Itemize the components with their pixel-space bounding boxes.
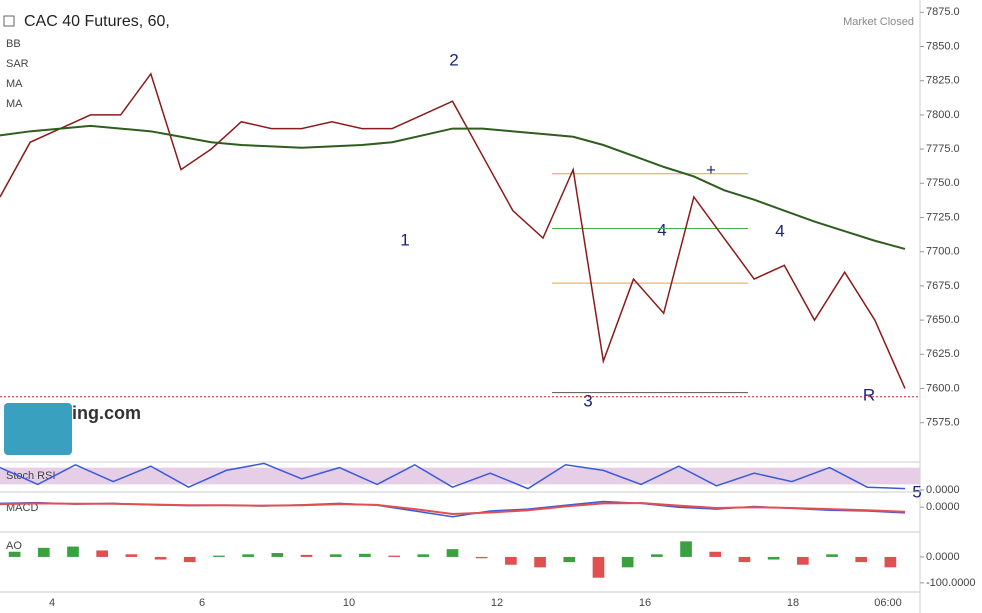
x-tick-label: 18 bbox=[787, 597, 799, 609]
logo bbox=[4, 403, 72, 455]
wave-label: 2 bbox=[449, 50, 458, 69]
indicator-label: SAR bbox=[6, 58, 29, 70]
x-tick-label: 10 bbox=[343, 597, 355, 609]
histogram-bar bbox=[767, 556, 780, 560]
x-tick-label: 6 bbox=[199, 597, 205, 609]
gap bbox=[0, 435, 920, 462]
y-tick-label: 7825.0 bbox=[926, 75, 960, 87]
y-tick-label: 0.0000 bbox=[926, 484, 960, 496]
wave-label: 4 bbox=[775, 221, 784, 240]
indicator-label: MA bbox=[6, 98, 23, 110]
panel-title: MACD bbox=[6, 502, 38, 514]
histogram-bar bbox=[505, 556, 517, 565]
y-tick-label: 7750.0 bbox=[926, 177, 960, 189]
histogram-bar bbox=[154, 556, 167, 560]
histogram-bar bbox=[446, 549, 459, 557]
histogram-bar bbox=[651, 554, 663, 557]
indicator-label: MA bbox=[6, 78, 23, 90]
histogram-bar bbox=[475, 556, 488, 559]
x-tick-label: 4 bbox=[49, 597, 55, 609]
histogram-bar bbox=[592, 556, 605, 578]
y-tick-label: 7800.0 bbox=[926, 109, 960, 121]
histogram-bar bbox=[213, 555, 225, 557]
series-line bbox=[0, 502, 906, 516]
wave-label: 3 bbox=[583, 391, 592, 410]
histogram-bar bbox=[8, 551, 21, 557]
wave-label: R bbox=[863, 385, 875, 404]
series-line bbox=[0, 124, 906, 250]
symbol-title: CAC 40 Futures, 60, bbox=[24, 13, 170, 30]
histogram-bar bbox=[300, 554, 313, 557]
y-tick-label: 7775.0 bbox=[926, 143, 960, 155]
wave-label: 4 bbox=[657, 220, 666, 239]
histogram-bar bbox=[271, 553, 284, 557]
indicator-label: BB bbox=[6, 38, 21, 50]
y-tick-label: 7850.0 bbox=[926, 40, 960, 52]
market-status: Market Closed bbox=[843, 16, 914, 28]
y-tick-label: -100.0000 bbox=[926, 577, 976, 589]
histogram-bar bbox=[534, 556, 546, 568]
menu-icon[interactable] bbox=[3, 15, 15, 27]
wave-label: + bbox=[706, 160, 716, 179]
y-tick-label: 7650.0 bbox=[926, 314, 960, 326]
histogram-bar bbox=[738, 556, 751, 563]
histogram-bar bbox=[388, 555, 400, 557]
panel-title: Stoch RSI bbox=[6, 470, 56, 482]
stoch-band bbox=[0, 467, 920, 485]
y-tick-label: 7725.0 bbox=[926, 211, 960, 223]
panel-title: AO bbox=[6, 540, 22, 552]
histogram-bar bbox=[563, 556, 576, 563]
x-tick-label: 16 bbox=[639, 597, 651, 609]
series-line bbox=[0, 462, 906, 490]
y-tick-label: 7875.0 bbox=[926, 6, 960, 18]
histogram-bar bbox=[417, 554, 430, 557]
y-tick-label: 7700.0 bbox=[926, 246, 960, 258]
histogram-bar bbox=[621, 556, 634, 568]
histogram-bar bbox=[855, 556, 868, 563]
histogram-bar bbox=[96, 550, 109, 557]
x-tick-label: 06:00 bbox=[874, 597, 902, 609]
y-tick-label: 7675.0 bbox=[926, 280, 960, 292]
histogram-bar bbox=[709, 551, 722, 557]
histogram-bar bbox=[884, 556, 897, 568]
histogram-bar bbox=[329, 554, 342, 557]
watermark: ing.com bbox=[72, 403, 141, 423]
histogram-bar bbox=[183, 556, 196, 563]
histogram-bar bbox=[37, 547, 50, 557]
series-line bbox=[0, 72, 906, 389]
y-tick-label: 0.0000 bbox=[926, 551, 960, 563]
y-tick-label: 7575.0 bbox=[926, 417, 960, 429]
y-tick-label: 0.0000 bbox=[926, 501, 960, 513]
y-tick-label: 7600.0 bbox=[926, 382, 960, 394]
histogram-bar bbox=[826, 554, 838, 557]
wave-label: 1 bbox=[400, 230, 409, 249]
histogram-bar bbox=[359, 553, 371, 557]
histogram-bar bbox=[796, 556, 809, 565]
x-tick-label: 12 bbox=[491, 597, 503, 609]
histogram-bar bbox=[67, 546, 79, 557]
y-tick-label: 7625.0 bbox=[926, 348, 960, 360]
histogram-bar bbox=[125, 554, 138, 557]
histogram-bar bbox=[242, 554, 254, 557]
histogram-bar bbox=[680, 541, 692, 557]
